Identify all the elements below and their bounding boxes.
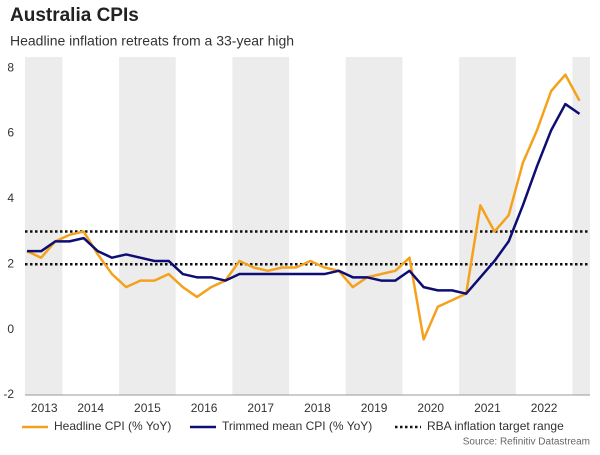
year-band xyxy=(25,57,63,395)
legend-label: RBA inflation target range xyxy=(427,419,564,433)
y-tick-label: 2 xyxy=(7,256,14,270)
chart-subtitle: Headline inflation retreats from a 33-ye… xyxy=(10,33,294,49)
x-tick-label: 2022 xyxy=(531,401,558,415)
x-tick-label: 2019 xyxy=(361,401,388,415)
year-band xyxy=(119,57,176,395)
x-tick-label: 2015 xyxy=(134,401,161,415)
year-band xyxy=(232,57,290,395)
legend-label: Trimmed mean CPI (% YoY) xyxy=(222,419,372,433)
source: Source: Refinitiv Datastream xyxy=(463,437,590,448)
x-tick-label: 2013 xyxy=(31,401,58,415)
year-band xyxy=(572,57,590,395)
y-tick-label: -2 xyxy=(3,387,14,401)
x-tick-label: 2021 xyxy=(474,401,501,415)
x-tick-label: 2016 xyxy=(191,401,218,415)
series-line xyxy=(26,73,581,341)
x-tick-label: 2014 xyxy=(77,401,104,415)
y-tick-label: 6 xyxy=(7,126,14,140)
x-tick-label: 2018 xyxy=(304,401,331,415)
series-line xyxy=(26,102,581,295)
year-band xyxy=(459,57,516,395)
x-tick-label: 2020 xyxy=(417,401,444,415)
y-tick-label: 0 xyxy=(7,322,14,336)
y-tick-label: 8 xyxy=(7,60,14,74)
chart-title: Australia CPIs xyxy=(10,5,139,26)
legend-label: Headline CPI (% YoY) xyxy=(54,419,171,433)
year-band xyxy=(345,57,403,395)
x-tick-label: 2017 xyxy=(247,401,274,415)
y-tick-label: 4 xyxy=(7,191,14,205)
